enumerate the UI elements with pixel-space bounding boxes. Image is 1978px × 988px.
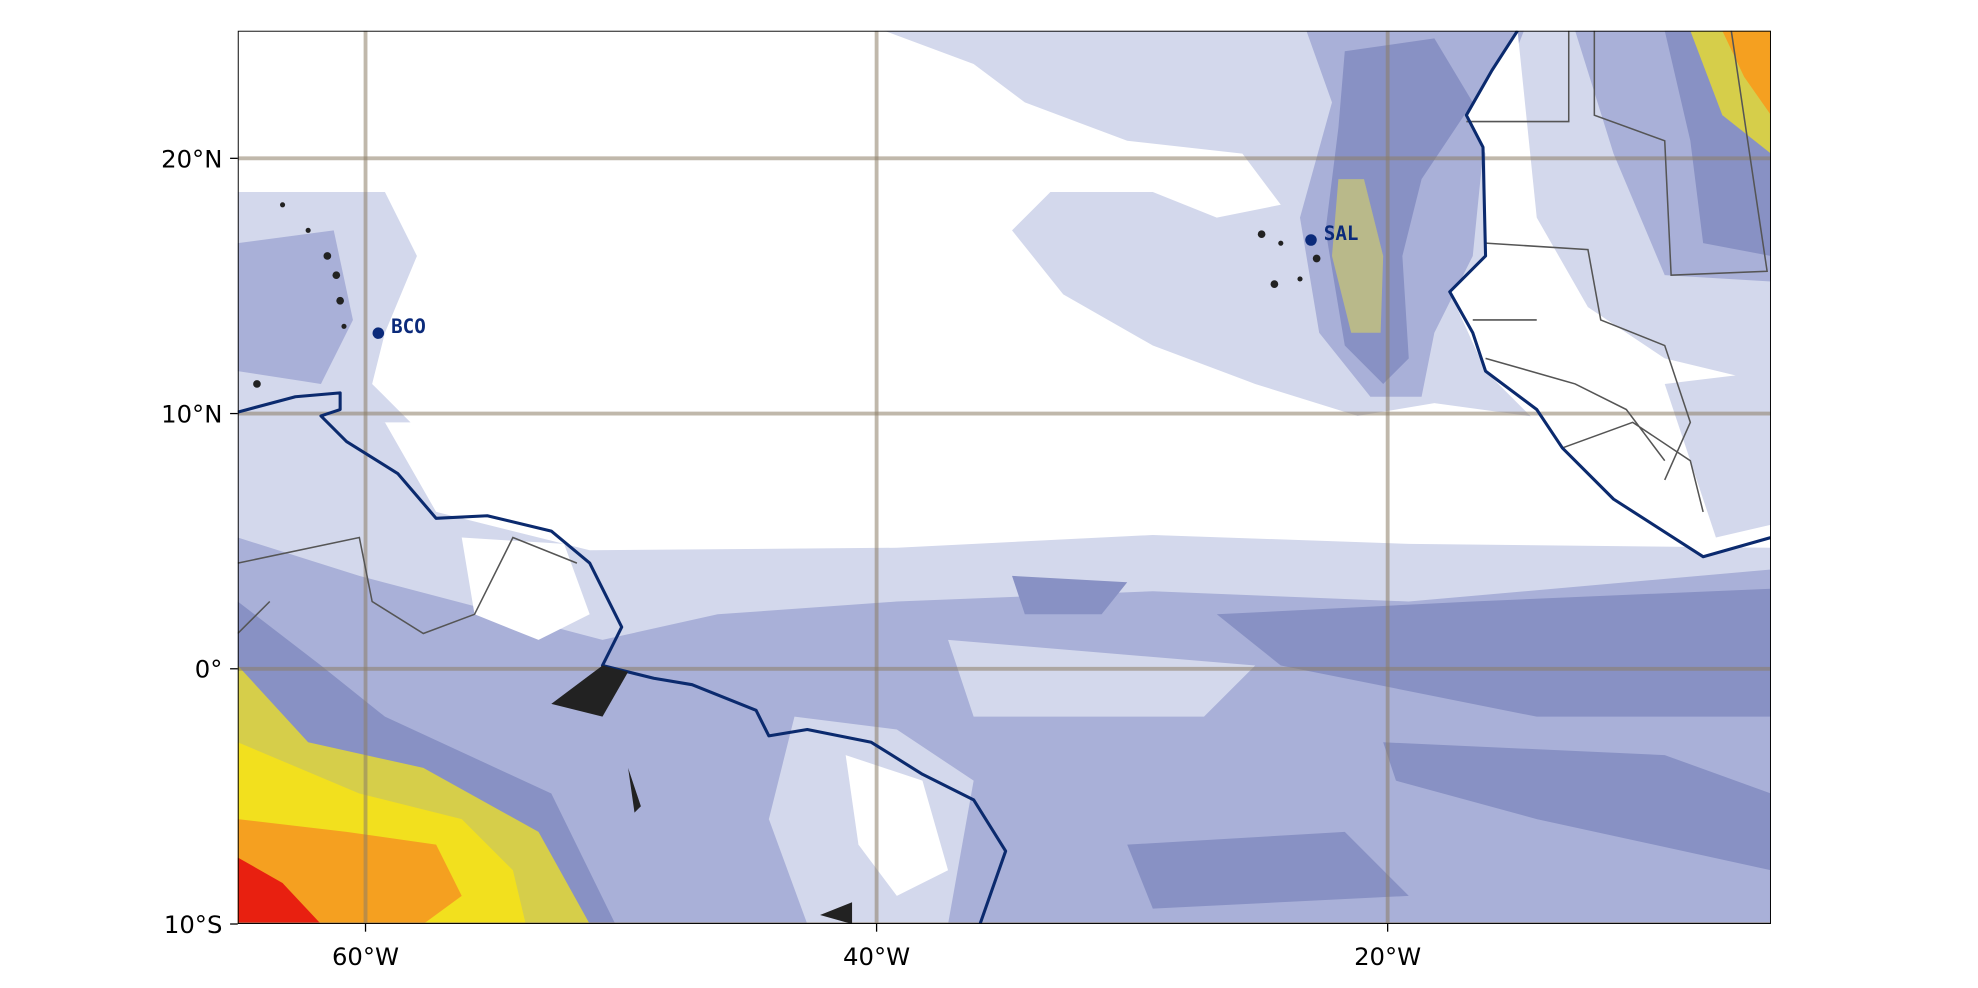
islands	[253, 202, 1321, 925]
annotations: 60°W 40°W 20°W 10°S 0° 10°N 20°N BCO SAL	[161, 144, 1421, 971]
station-marker	[1305, 234, 1317, 246]
x-tick-label: 20°W	[1354, 942, 1421, 971]
y-tick-label: 10°N	[161, 400, 222, 429]
y-tick-label: 10°S	[164, 910, 223, 939]
field	[237, 30, 1771, 925]
coastline	[237, 391, 1008, 925]
country-border	[237, 536, 578, 635]
x-tick-label: 40°W	[843, 942, 910, 971]
station-label: BCO	[391, 315, 426, 338]
station-marker	[372, 327, 385, 339]
y-tick-label: 0°	[195, 655, 223, 684]
x-tick-label: 60°W	[332, 942, 399, 971]
graticule	[237, 30, 1771, 925]
country-border	[1466, 30, 1768, 513]
station-label: SAL	[1324, 222, 1359, 245]
coastline	[1448, 30, 1771, 559]
y-tick-label: 20°N	[161, 144, 222, 173]
